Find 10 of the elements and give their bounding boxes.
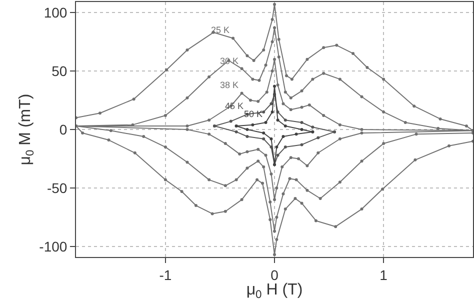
y-tick-label: 100	[44, 4, 68, 20]
x-axis-title: μ$_{0}$ H (T)	[246, 282, 303, 301]
x-tick-label: 1	[380, 266, 388, 283]
y-tick-label: -100	[39, 238, 68, 254]
x-tick-label: 0	[270, 266, 279, 283]
y-tick-label: 50	[52, 62, 68, 79]
y-tick-label: -50	[46, 180, 68, 196]
x-tick-label: -1	[159, 266, 172, 283]
series-label: 38 K	[220, 80, 239, 90]
y-tick-label: 0	[59, 121, 68, 138]
